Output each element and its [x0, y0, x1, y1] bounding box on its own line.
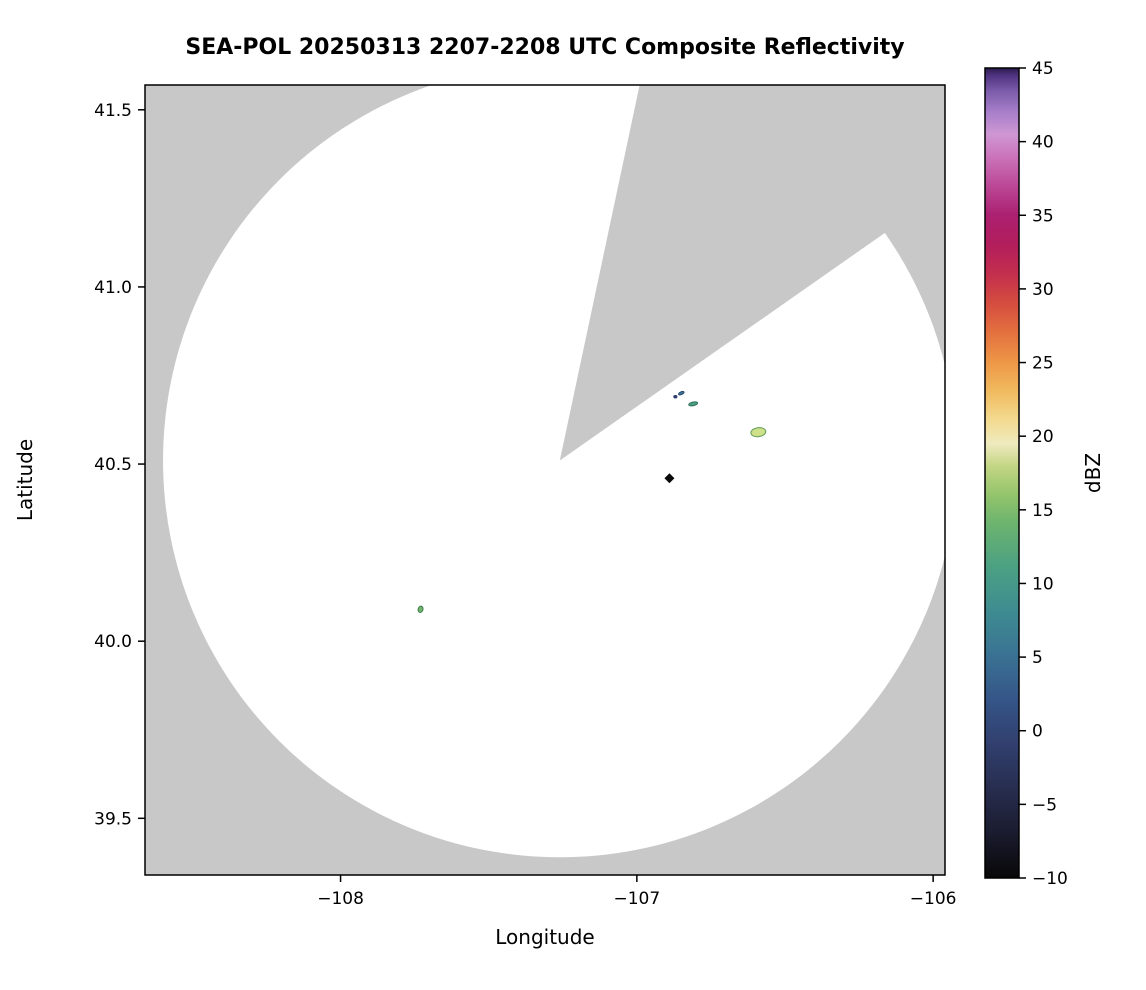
- colorbar-tick-label: 30: [1032, 280, 1054, 300]
- colorbar-tick-label: 5: [1032, 648, 1043, 668]
- map-plot-area: [145, 85, 945, 875]
- chart-title: SEA-POL 20250313 2207-2208 UTC Composite…: [185, 35, 904, 60]
- x-tick-label: −108: [317, 889, 364, 909]
- colorbar-tick-label: 25: [1032, 354, 1054, 374]
- colorbar-label: dBZ: [1081, 453, 1105, 493]
- echo-marker: [673, 395, 678, 399]
- colorbar-gradient: [985, 68, 1019, 878]
- x-tick-label: −107: [614, 889, 661, 909]
- y-tick-label: 40.0: [94, 632, 132, 652]
- y-tick-label: 40.5: [94, 455, 132, 475]
- y-axis-label: Latitude: [13, 439, 37, 521]
- echo-marker: [417, 605, 424, 613]
- colorbar-tick-label: 20: [1032, 427, 1054, 447]
- y-tick-label: 41.0: [94, 278, 132, 298]
- colorbar-tick-label: 40: [1032, 133, 1054, 153]
- colorbar-tick-label: 10: [1032, 574, 1054, 594]
- echo-marker: [688, 401, 699, 407]
- plot-border: [144, 84, 946, 876]
- axes: −108 −107 −106 39.5 40.0 40.5 41.0 41.5: [94, 101, 956, 909]
- y-tick-label: 41.5: [94, 101, 132, 121]
- colorbar-tick-label: 35: [1032, 206, 1054, 226]
- colorbar-tick-label: 0: [1032, 722, 1043, 742]
- echo-marker: [664, 473, 675, 484]
- x-tick-label: −106: [910, 889, 957, 909]
- colorbar-tick-label: −5: [1032, 795, 1057, 815]
- y-tick-label: 39.5: [94, 809, 132, 829]
- colorbar-tick-label: −10: [1032, 869, 1068, 889]
- x-axis-label: Longitude: [495, 925, 594, 949]
- echo-marker: [678, 390, 685, 396]
- colorbar-tick-label: 15: [1032, 501, 1054, 521]
- blocked-sector: [559, 85, 945, 461]
- echo-marker: [750, 427, 767, 438]
- colorbar: −10 −5 0 5 10 15 20 25 30 35 40 45: [984, 59, 1068, 889]
- colorbar-tick-label: 45: [1032, 59, 1054, 79]
- colorbar-frame: [984, 67, 1020, 879]
